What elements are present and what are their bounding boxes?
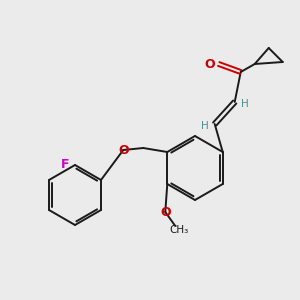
Text: CH₃: CH₃ — [170, 225, 189, 235]
Text: O: O — [160, 206, 171, 220]
Text: F: F — [61, 158, 69, 172]
Text: O: O — [118, 143, 129, 157]
Text: H: H — [241, 99, 249, 109]
Text: O: O — [204, 58, 215, 70]
Text: H: H — [201, 121, 208, 131]
